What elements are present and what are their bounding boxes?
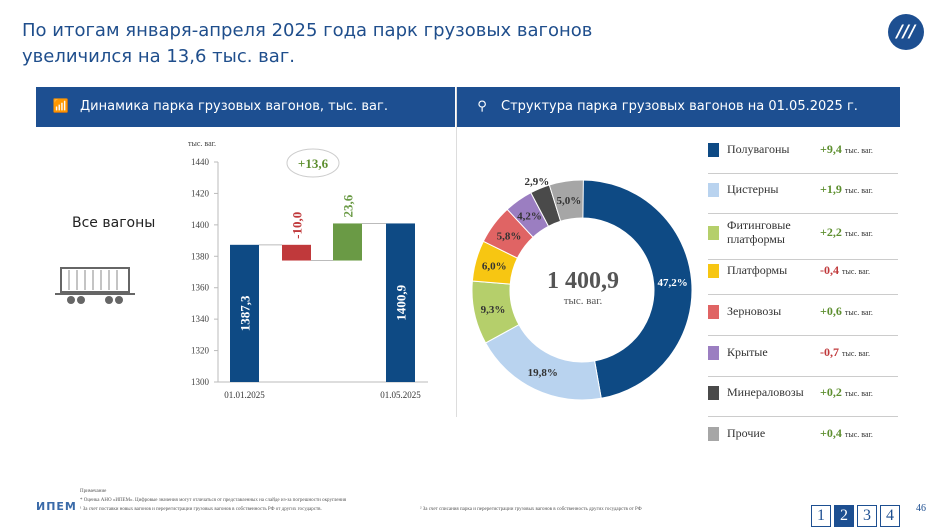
y-tick-label: 1300 [191,377,210,387]
right-panel-header: ⚲ Структура парка грузовых вагонов на 01.… [457,87,900,127]
legend-label: Крытые [727,345,768,359]
legend-change: +0,4 тыс. ваг. [820,426,873,440]
donut-slice [548,179,584,222]
slice-label: 6,0% [482,261,507,273]
slice-label: 5,0% [557,195,582,207]
page-title: По итогам января-апреля 2025 года парк г… [22,18,592,70]
logo: /// [888,14,924,50]
y-tick-label: 1400 [191,220,210,230]
legend-swatch [708,183,719,197]
freight-wagon-icon [55,267,135,304]
legend-label: Полувагоны [727,142,790,156]
legend-swatch [708,226,719,240]
bar-value-label: 1387,3 [238,295,253,331]
legend-divider [708,416,898,417]
note: ² За счет списания парка и перерегистрац… [420,507,642,512]
legend-divider [708,213,898,214]
annotation-ellipse [286,148,340,178]
page-button-4[interactable]: 4 [880,505,900,527]
legend-swatch [708,346,719,360]
legend-swatch [708,264,719,278]
magnifier-icon: ⚲ [477,99,487,114]
legend-label: Минераловозы [727,385,804,399]
legend-label: Фитинговые платформы [727,218,791,246]
title-line: По итогам января-апреля 2025 года парк г… [22,20,593,41]
legend-divider [708,259,898,260]
page-button-3[interactable]: 3 [857,505,877,527]
y-tick-label: 1420 [191,188,210,198]
legend-swatch [708,386,719,400]
legend-label: Цистерны [727,182,779,196]
legend-change: +9,4 тыс. ваг. [820,142,873,156]
bar-value-label: 23,6 [341,194,356,217]
bar-value-label: -10,0 [290,212,305,239]
legend-change: +0,2 тыс. ваг. [820,385,873,399]
slice-label: 4,2% [517,211,542,223]
donut-chart: 47,2% 19,8% 9,3% 6,0% 5,8% 4,2% 2,9% 5,0% [471,176,693,401]
waterfall-bar [230,244,259,382]
slice-label: 19,8% [528,367,558,379]
slice-label: 5,8% [497,231,522,243]
y-tick-label: 1340 [191,314,210,324]
y-axis-label: тыс. ваг. [188,139,216,148]
right-panel-title: Структура парка грузовых вагонов на 01.0… [501,99,858,114]
slice-label: 9,3% [481,304,506,316]
legend-divider [708,376,898,377]
waterfall-bar [333,223,362,261]
legend-divider [708,173,898,174]
page-button-2[interactable]: 2 [834,505,854,527]
slice-label: 2,9% [524,176,549,188]
legend-change: -0,4 тыс. ваг. [820,263,871,277]
legend-swatch [708,305,719,319]
page-button-1[interactable]: 1 [811,505,831,527]
left-panel-header: 📶 Динамика парка грузовых вагонов, тыс. в… [36,87,455,127]
bar-chart-icon: 📶 [52,99,70,114]
page-number: 46 [916,503,926,514]
legend-change: +0,6 тыс. ваг. [820,304,873,318]
left-panel-title: Динамика парка грузовых вагонов, тыс. ва… [80,99,388,114]
legend-divider [708,335,898,336]
divider [456,87,457,417]
donut-unit: тыс. ваг. [563,295,603,307]
slice-label: 47,2% [658,277,688,289]
y-tick-label: 1360 [191,283,210,293]
note: ¹ За счет поставки новых вагонов и перер… [80,507,322,512]
legend-label: Прочие [727,426,766,440]
y-tick-label: 1380 [191,251,210,261]
legend-change: -0,7 тыс. ваг. [820,345,871,359]
title-line: увеличился на 13,6 тыс. ваг. [22,46,295,67]
legend-divider [708,294,898,295]
total-change-annotation: +13,6 [298,156,329,171]
waterfall-bar [386,223,415,382]
note: * Оценка АНО «ИПЕМ». Цифровые значения м… [80,498,347,503]
legend-label: Платформы [727,263,788,277]
waterfall-chart: 1300 1320 1340 1360 1380 1400 1420 1440 тыс. ваг… [188,139,428,400]
waterfall-bar [282,244,311,261]
note-title: Примечание [80,489,107,494]
bar-value-label: 1400,9 [394,284,409,320]
x-tick-label: 01.01.2025 [224,390,265,400]
legend-label: Зерновозы [727,304,782,318]
y-tick-label: 1320 [191,346,210,356]
y-tick-label: 1440 [191,157,210,167]
x-tick-label: 01.05.2025 [380,390,421,400]
all-wagons-label: Все вагоны [72,215,156,231]
donut-slice [484,324,602,401]
donut-slice [581,179,693,399]
footer-logo: ИПЕМ [36,500,77,513]
legend-swatch [708,143,719,157]
donut-total: 1 400,9 [547,268,619,294]
legend-change: +2,2 тыс. ваг. [820,225,873,239]
legend-change: +1,9 тыс. ваг. [820,182,873,196]
legend-swatch [708,427,719,441]
donut-center: 1 400,9 тыс. ваг. [541,268,625,307]
